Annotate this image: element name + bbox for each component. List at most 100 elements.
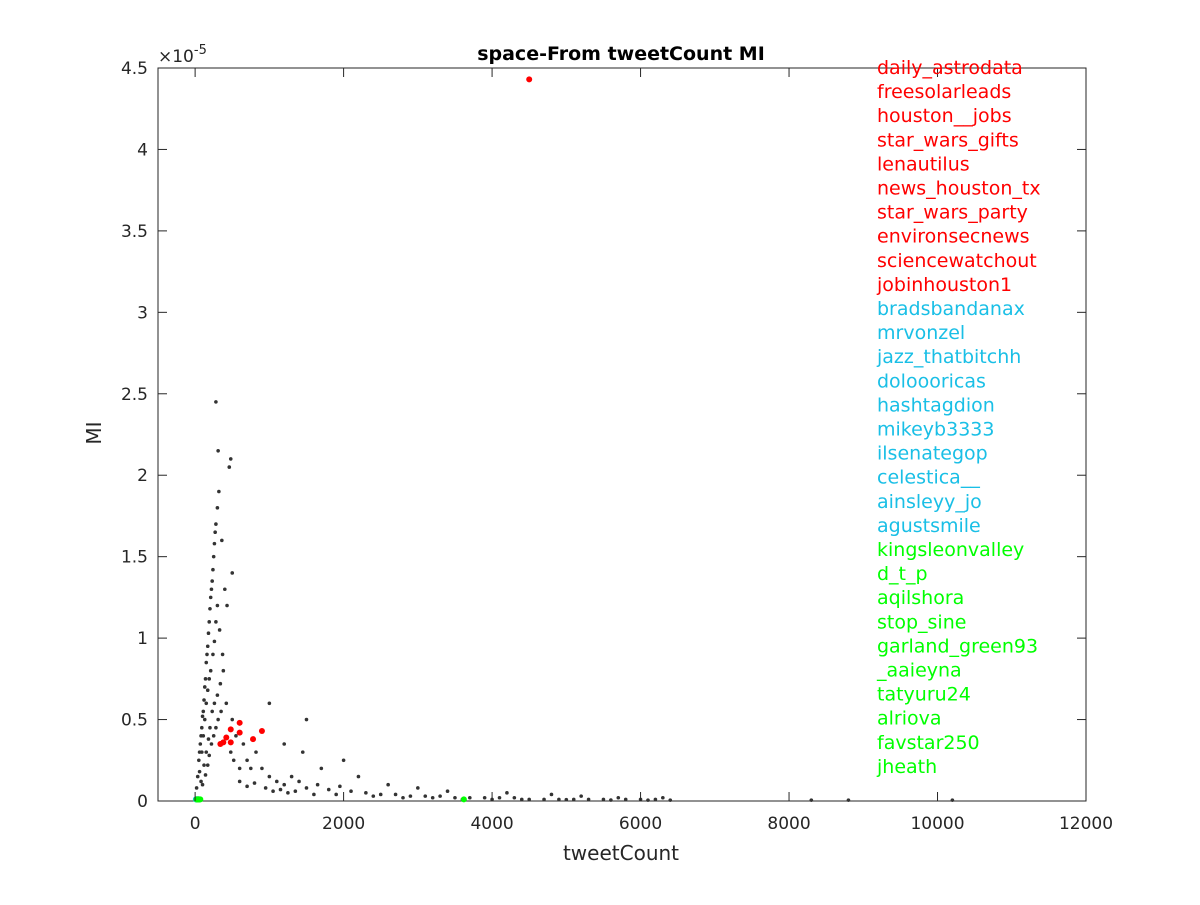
data-point [315,782,320,787]
data-point [393,792,398,797]
data-point [206,631,211,636]
data-point [274,779,279,784]
data-point [202,698,206,702]
data-point [445,789,450,794]
data-point [223,587,227,592]
data-point [646,798,650,802]
data-point [216,717,220,722]
label-list-item: mrvonzel [877,322,965,344]
data-point [197,769,202,774]
data-point [217,489,221,494]
label-list-item: jheath [876,756,937,778]
label-list-item: hashtagdion [877,394,995,416]
data-point [609,798,613,802]
data-point [846,798,851,802]
x-tick-label: 0 [190,814,201,834]
data-point [213,530,217,535]
data-point [809,798,814,802]
y-exponent-base: ×10 [158,47,194,67]
data-point [286,791,290,795]
label-list-item: star_wars_party [877,202,1028,224]
data-point [571,797,576,802]
x-tick-label: 10000 [910,814,964,834]
data-point [237,779,242,784]
label-list-item: star_wars_gifts [877,129,1019,151]
data-point [356,774,361,779]
data-point [282,782,287,787]
data-point [200,714,205,719]
x-tick-label: 8000 [767,814,810,834]
label-list-item: news_houston_tx [877,178,1041,200]
data-point [289,774,294,779]
data-point [349,789,353,794]
data-point [237,766,242,771]
data-point [549,792,554,797]
data-point [214,620,218,624]
data-point [230,571,235,575]
data-point [468,795,472,800]
data-point [221,668,226,673]
label-list-item: celestica__ [877,467,980,489]
data-point [267,774,272,779]
x-tick-label: 12000 [1059,814,1113,834]
data-point [225,603,229,608]
data-point [212,639,217,644]
data-point [526,76,533,83]
data-point [199,779,203,784]
y-tick-label: 0.5 [121,711,148,731]
data-point [512,795,517,800]
y-exponent-label: ×10-5 [158,43,207,67]
y-axis-label: MI [82,421,106,444]
data-point [386,782,390,787]
data-point [228,457,233,461]
label-list-item: jobinhouston1 [876,274,1012,296]
data-point [208,725,212,730]
label-list-item: alriova [877,708,942,730]
data-point [208,595,213,600]
data-point [227,739,234,746]
data-point [210,579,214,583]
data-point [220,538,224,543]
data-point [341,758,346,763]
x-tick-label: 4000 [470,814,513,834]
data-point [416,786,420,790]
data-point [282,742,287,746]
label-list-item: d_t_p [877,563,928,585]
label-list-item: environsecnews [877,226,1030,248]
label-list-item: tatyuru24 [877,684,971,706]
data-point [202,685,207,689]
data-point [334,792,338,797]
data-point [215,506,220,510]
data-point [206,737,211,741]
label-list-item: doloooricas [877,370,986,392]
data-point [616,795,621,800]
data-point [579,794,583,798]
data-point [207,620,212,624]
data-point [668,798,673,802]
data-point [254,750,258,754]
data-point [204,660,209,665]
data-point [201,734,206,738]
y-exponent-power: -5 [194,43,207,58]
data-point [217,628,222,632]
data-point [241,742,246,746]
label-list: daily_astrodatafreesolarleadshouston__jo… [876,57,1041,778]
data-point [230,717,235,722]
data-point [220,652,225,657]
data-point [209,742,214,746]
data-point [194,786,199,790]
data-point [453,795,457,800]
data-point [209,587,214,592]
data-point [228,750,233,754]
plot-frame [157,67,1087,802]
data-point [338,784,342,789]
data-point [218,681,223,686]
data-point [661,795,665,800]
y-tick-label: 3.5 [121,222,148,242]
label-list-item: freesolarleads [877,81,1011,103]
data-point [200,750,204,754]
data-point [215,693,220,697]
label-list-item: garland_green93 [877,635,1038,657]
